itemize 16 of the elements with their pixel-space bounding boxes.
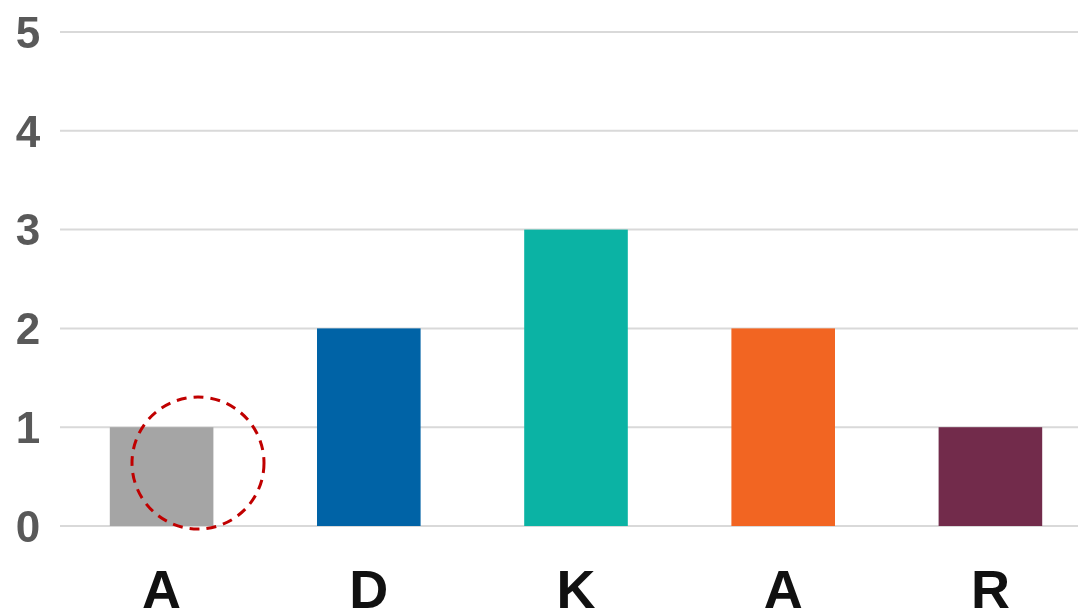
bar — [109, 427, 214, 526]
x-tick-label: K — [556, 559, 596, 614]
y-tick-label: 4 — [15, 106, 41, 156]
y-tick-label: 1 — [15, 403, 41, 453]
bar — [938, 427, 1043, 526]
bar — [524, 229, 628, 526]
y-tick-label: 2 — [15, 304, 41, 354]
x-tick-label: D — [349, 559, 389, 614]
y-tick-label: 3 — [15, 205, 41, 255]
bar — [731, 328, 835, 526]
x-tick-label: R — [970, 559, 1010, 614]
x-tick-label: A — [763, 559, 803, 614]
bar — [317, 328, 421, 526]
y-tick-label: 5 — [15, 7, 41, 57]
y-tick-label: 0 — [15, 501, 41, 551]
x-tick-label: A — [142, 559, 182, 614]
